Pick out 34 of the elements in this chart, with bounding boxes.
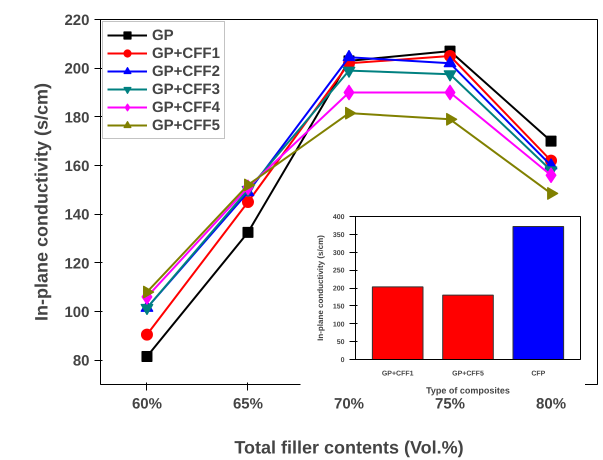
point (242, 196, 254, 208)
y-axis-title: In-plane conductivity (s/cm) (316, 234, 325, 341)
legend-label: GP+CFF1 (152, 44, 220, 62)
point (242, 226, 254, 238)
x-axis-title: Total filler contents (Vol.%) (234, 438, 464, 458)
point (546, 136, 557, 147)
y-axis-title: In-plane conductivity (s/cm) (31, 82, 52, 322)
x-tick-label: 60% (132, 396, 162, 412)
legend-label: GP+CFF3 (152, 80, 220, 98)
bar (442, 294, 494, 360)
bar (512, 226, 564, 360)
y-tick-label: 140 (64, 206, 90, 224)
x-tick-label: 70% (334, 396, 364, 412)
y-tick-label: 120 (64, 255, 90, 272)
legend-label: GP+CFF4 (152, 98, 220, 116)
y-tick-label: 220 (64, 12, 90, 29)
x-tick-label: 75% (435, 396, 466, 412)
point (547, 186, 558, 200)
point (444, 84, 456, 100)
y-tick-label: 100 (64, 304, 90, 321)
point (140, 328, 153, 341)
legend-label: GP+CFF2 (152, 62, 220, 80)
legend-label: GP (152, 26, 174, 44)
y-tick-label: 160 (64, 158, 90, 175)
y-tick-label: 180 (64, 109, 90, 126)
point (141, 351, 152, 362)
y-tick-label: 200 (64, 60, 90, 78)
bar (372, 286, 424, 360)
legend-label: GP+CFF5 (152, 116, 220, 134)
x-tick-label: 80% (536, 396, 566, 412)
x-tick-label: 65% (232, 396, 264, 412)
x-axis-title: Type of composites (426, 386, 510, 396)
point (446, 112, 458, 126)
y-tick-label: 80 (72, 352, 90, 370)
